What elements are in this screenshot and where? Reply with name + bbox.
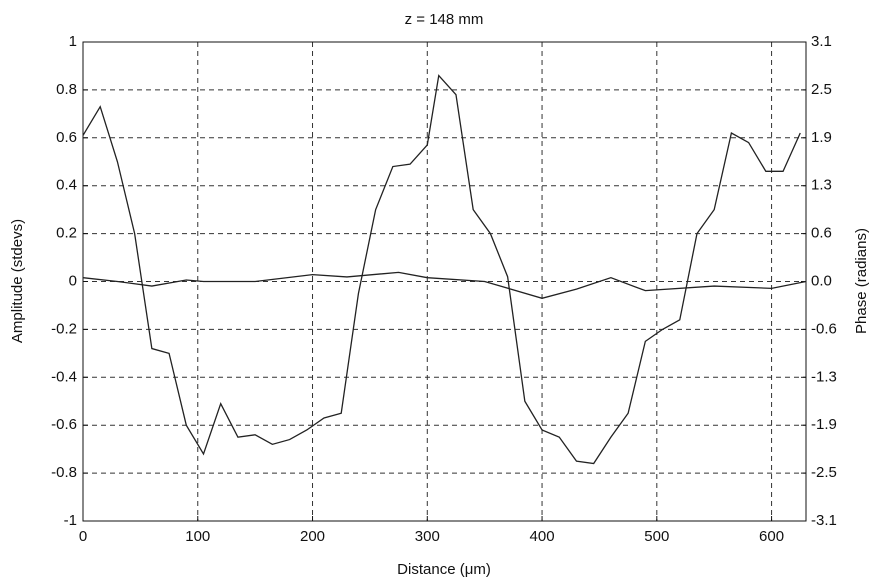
- y-tick-label: -0.4: [51, 368, 77, 385]
- y-tick-label: 0.2: [56, 225, 77, 242]
- x-axis-label: Distance (μm): [397, 561, 491, 578]
- y-tick-label: 0.4: [56, 177, 77, 194]
- series-line: [82, 271, 807, 299]
- y-tick-label: -0.8: [51, 464, 77, 481]
- y2-tick-label: -0.6: [811, 320, 837, 337]
- y2-tick-label: 0.6: [811, 225, 832, 242]
- y-tick-label: 0: [69, 272, 77, 289]
- y-tick-label: 1: [69, 33, 77, 50]
- y2-tick-label: 3.1: [811, 33, 832, 50]
- y2-tick-label: 2.5: [811, 81, 832, 98]
- y-axis-label: Amplitude (stdevs): [9, 219, 26, 343]
- y-tick-label: 0.6: [56, 129, 77, 146]
- y2-tick-label: 1.3: [811, 177, 832, 194]
- y-tick-label: -0.2: [51, 320, 77, 337]
- x-tick-label: 400: [530, 528, 555, 545]
- y2-axis-label: Phase (radians): [853, 228, 870, 334]
- y-tick-label: 0.8: [56, 81, 77, 98]
- y2-tick-label: 0.0: [811, 272, 832, 289]
- x-tick-label: 300: [415, 528, 440, 545]
- y2-tick-label: -2.5: [811, 464, 837, 481]
- y-tick-label: -1: [64, 512, 77, 529]
- series-line: [82, 74, 801, 465]
- y-tick-label: -0.6: [51, 416, 77, 433]
- y2-tick-label: -3.1: [811, 512, 837, 529]
- y2-tick-label: -1.9: [811, 416, 837, 433]
- chart-title: z = 148 mm: [405, 11, 484, 28]
- x-tick-label: 200: [300, 528, 325, 545]
- x-tick-label: 100: [185, 528, 210, 545]
- y2-tick-label: -1.3: [811, 368, 837, 385]
- x-tick-label: 500: [644, 528, 669, 545]
- y2-tick-label: 1.9: [811, 129, 832, 146]
- x-tick-label: 600: [759, 528, 784, 545]
- x-tick-label: 0: [79, 528, 87, 545]
